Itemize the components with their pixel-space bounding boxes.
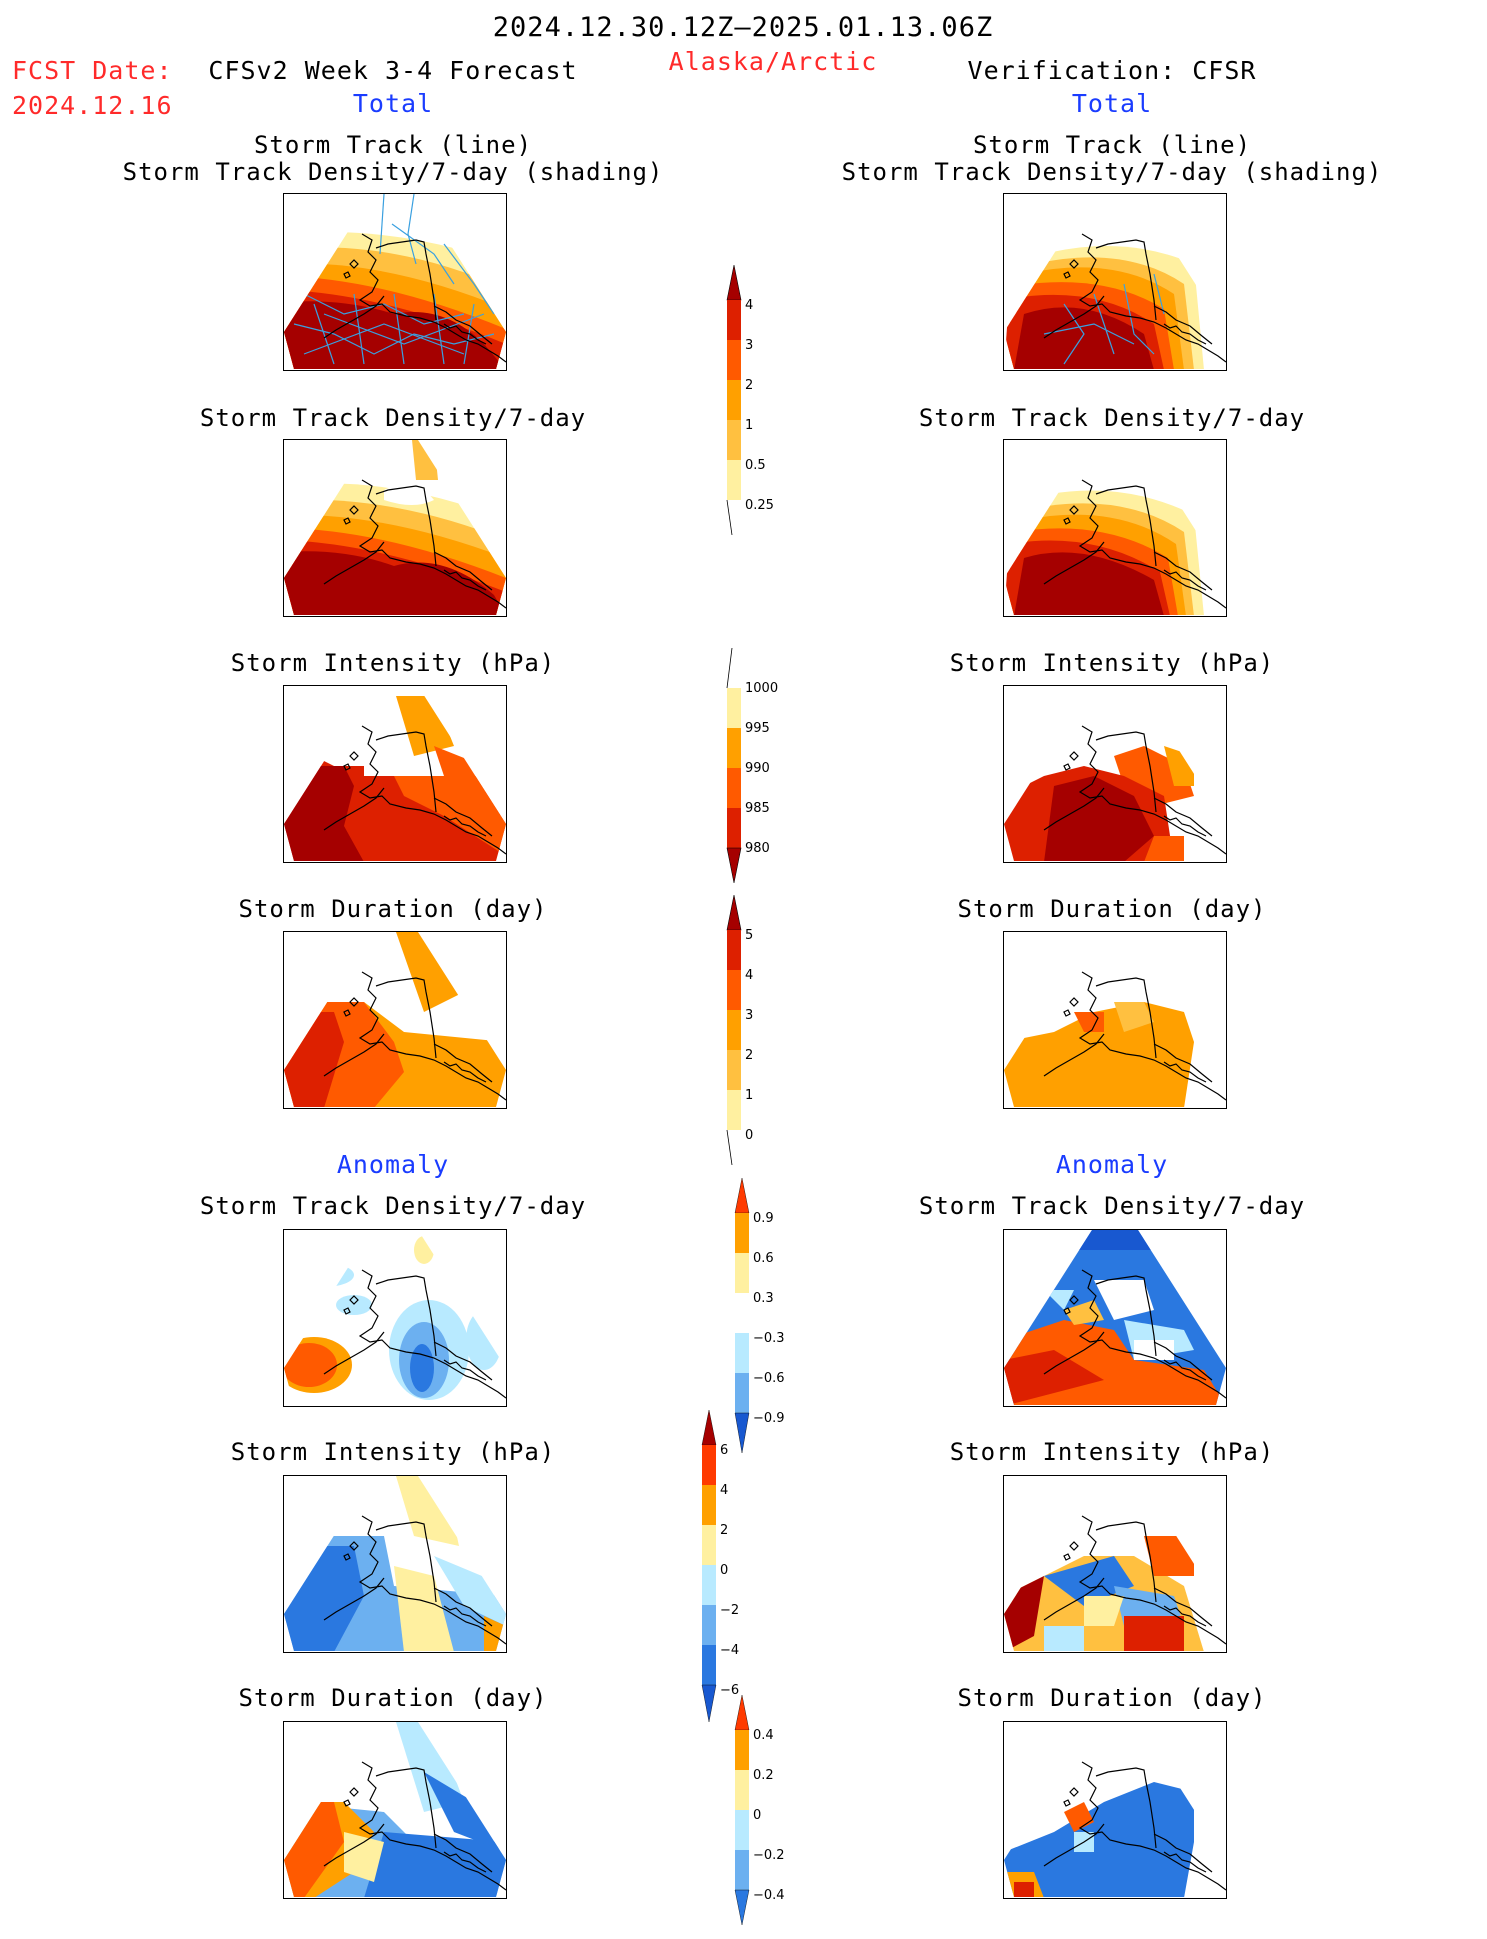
density-title-left: Storm Track Density/7-day	[199, 404, 587, 432]
colorbar-intensity-total: 1000 995 990 985 980	[726, 647, 787, 892]
density-anom-title-right: Storm Track Density/7-day	[918, 1192, 1306, 1220]
cbl-intensity-990: 990	[745, 761, 770, 776]
cbl-duration-3: 3	[745, 1008, 753, 1023]
cbl-intensity-anom-m6: −6	[720, 1683, 739, 1698]
cbl-density-0.5: 0.5	[745, 458, 766, 473]
cbl-intensity-anom-6: 6	[720, 1443, 728, 1458]
cbl-density-2: 2	[745, 378, 753, 393]
verification-title: Verification: CFSR	[967, 56, 1257, 85]
map-density-anomaly-forecast	[283, 1229, 507, 1407]
cbl-intensity-1000: 1000	[745, 681, 778, 696]
cbl-intensity-985: 985	[745, 801, 770, 816]
duration-title-left: Storm Duration (day)	[238, 895, 548, 923]
cbl-density-anom-0.3: 0.3	[753, 1291, 774, 1306]
cbl-duration-4: 4	[745, 968, 753, 983]
cbl-density-0.25: 0.25	[745, 498, 774, 513]
cbl-duration-anom-0.4: 0.4	[753, 1728, 774, 1743]
cbl-density-3: 3	[745, 338, 753, 353]
map-duration-anomaly-forecast	[283, 1721, 507, 1899]
total-left-label: Total	[352, 89, 434, 118]
fcst-date-value: 2024.12.16	[12, 91, 173, 120]
anomaly-right-label: Anomaly	[1055, 1150, 1169, 1179]
duration-title-right: Storm Duration (day)	[957, 895, 1267, 923]
track-shading-title-right: Storm Track Density/7-day (shading)	[841, 158, 1383, 186]
anomaly-left-label: Anomaly	[336, 1150, 450, 1179]
cbl-intensity-anom-2: 2	[720, 1523, 728, 1538]
cbl-intensity-anom-m4: −4	[720, 1643, 739, 1658]
map-density-forecast	[283, 439, 507, 617]
cbl-density-anom-m0.3: −0.3	[753, 1331, 785, 1346]
map-intensity-anomaly-forecast	[283, 1475, 507, 1653]
cbl-duration-0: 0	[745, 1128, 753, 1143]
track-panel-title-right: Storm Track (line) Storm Track Density/7…	[842, 132, 1383, 186]
cbl-density-anom-0.9: 0.9	[753, 1211, 774, 1226]
track-line-title-left: Storm Track (line)	[253, 131, 533, 159]
cbl-duration-5: 5	[745, 928, 753, 943]
cbl-intensity-anom-0: 0	[720, 1563, 728, 1578]
map-track-forecast	[283, 193, 507, 371]
cbl-density-anom-m0.9: −0.9	[753, 1411, 785, 1426]
map-duration-anomaly-verification	[1003, 1721, 1227, 1899]
fcst-date-label: FCST Date:	[12, 56, 173, 85]
map-intensity-anomaly-verification	[1003, 1475, 1227, 1653]
region-title: Alaska/Arctic	[668, 47, 878, 76]
colorbar-duration-total: 5 4 3 2 1 0	[726, 894, 787, 1179]
colorbar-intensity-anomaly: 6 4 2 0 −2 −4 −6	[701, 1409, 762, 1734]
cbl-duration-anom-0.2: 0.2	[753, 1768, 774, 1783]
cbl-intensity-anom-m2: −2	[720, 1603, 739, 1618]
intensity-title-right: Storm Intensity (hPa)	[949, 649, 1275, 677]
intensity-anom-title-left: Storm Intensity (hPa)	[230, 1438, 556, 1466]
cbl-density-anom-0.6: 0.6	[753, 1251, 774, 1266]
cbl-duration-2: 2	[745, 1048, 753, 1063]
map-intensity-forecast	[283, 685, 507, 863]
cbl-duration-anom-m0.4: −0.4	[753, 1888, 785, 1903]
cbl-intensity-anom-4: 4	[720, 1483, 728, 1498]
density-title-right: Storm Track Density/7-day	[918, 404, 1306, 432]
total-right-label: Total	[1071, 89, 1153, 118]
map-track-verification	[1003, 193, 1227, 371]
map-intensity-verification	[1003, 685, 1227, 863]
duration-anom-title-right: Storm Duration (day)	[957, 1684, 1267, 1712]
map-density-verification	[1003, 439, 1227, 617]
colorbar-density-anomaly: 0.9 0.6 0.3 −0.3 −0.6 −0.9	[734, 1177, 795, 1462]
intensity-title-left: Storm Intensity (hPa)	[230, 649, 556, 677]
colorbar-density-total: 4 3 2 1 0.5 0.25	[726, 264, 787, 549]
model-title: CFSv2 Week 3-4 Forecast	[208, 56, 578, 85]
cbl-intensity-980: 980	[745, 841, 770, 856]
cbl-duration-anom-m0.2: −0.2	[753, 1848, 785, 1863]
colorbar-duration-anomaly: 0.4 0.2 0 −0.2 −0.4	[734, 1694, 795, 1939]
density-anom-title-left: Storm Track Density/7-day	[199, 1192, 587, 1220]
map-density-anomaly-verification	[1003, 1229, 1227, 1407]
map-duration-verification	[1003, 931, 1227, 1109]
map-duration-forecast	[283, 931, 507, 1109]
cbl-duration-anom-0: 0	[753, 1808, 761, 1823]
track-panel-title-left: Storm Track (line) Storm Track Density/7…	[123, 132, 664, 186]
duration-anom-title-left: Storm Duration (day)	[238, 1684, 548, 1712]
intensity-anom-title-right: Storm Intensity (hPa)	[949, 1438, 1275, 1466]
track-shading-title-left: Storm Track Density/7-day (shading)	[122, 158, 664, 186]
track-line-title-right: Storm Track (line)	[972, 131, 1252, 159]
cbl-density-1: 1	[745, 418, 753, 433]
period-title: 2024.12.30.12Z–2025.01.13.06Z	[492, 12, 994, 43]
cbl-intensity-995: 995	[745, 721, 770, 736]
cbl-density-4: 4	[745, 298, 753, 313]
cbl-duration-1: 1	[745, 1088, 753, 1103]
cbl-density-anom-m0.6: −0.6	[753, 1371, 785, 1386]
